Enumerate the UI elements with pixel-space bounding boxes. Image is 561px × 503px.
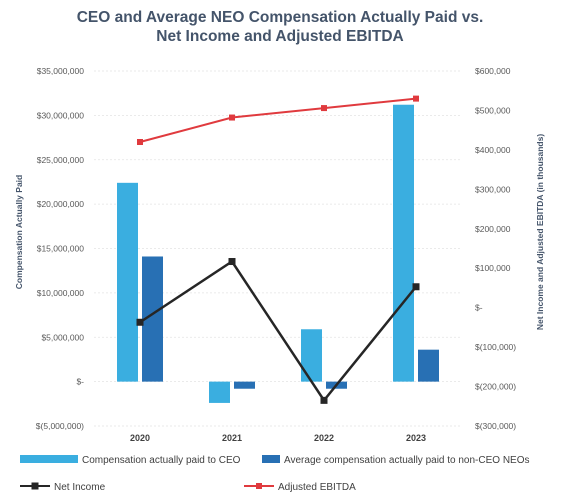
left-axis-title: Compensation Actually Paid [14,175,24,289]
bar-ceo [393,104,414,382]
marker-adjusted-ebitda [413,95,419,102]
legend-swatch-neo [262,455,280,463]
left-tick-label: $35,000,000 [37,66,85,76]
legend-label-ebitda: Adjusted EBITDA [278,482,356,493]
left-tick-label: $25,000,000 [37,155,85,165]
bar-ceo [117,182,138,382]
left-tick-label: $(5,000,000) [36,421,84,431]
x-tick-label: 2022 [314,433,334,443]
left-tick-label: $20,000,000 [37,199,85,209]
left-tick-label: $15,000,000 [37,244,85,254]
legend-label-neo: Average compensation actually paid to no… [284,455,530,466]
right-tick-label: $300,000 [475,184,511,194]
bars [117,104,439,403]
x-axis-ticks: 2020 2021 2022 2023 [130,433,426,443]
lines [136,95,420,404]
legend: Compensation actually paid to CEO Averag… [20,455,530,493]
bar-neo [234,381,255,389]
line-adjusted-ebitda [139,97,417,143]
bar-ceo [209,381,230,403]
legend-swatch-ceo [20,455,78,463]
right-tick-label: $(200,000) [475,382,516,392]
bar-ceo [301,329,322,382]
left-tick-label: $10,000,000 [37,288,85,298]
right-axis-title: Net Income and Adjusted EBITDA (in thous… [535,134,545,330]
x-tick-label: 2020 [130,433,150,443]
right-tick-label: $- [475,303,483,313]
right-tick-label: $200,000 [475,224,511,234]
marker-net-income [136,318,144,326]
marker-adjusted-ebitda [137,139,143,145]
legend-marker-net-income [31,482,39,490]
left-tick-label: $- [76,377,84,387]
chart-title-line1: CEO and Average NEO Compensation Actuall… [77,9,484,26]
legend-marker-ebitda [256,483,262,489]
left-axis-ticks: $(5,000,000) $- $5,000,000 $10,000,000 $15,0… [36,66,84,431]
marker-adjusted-ebitda [321,105,327,112]
x-tick-label: 2021 [222,433,242,443]
right-tick-label: $600,000 [475,66,511,76]
right-tick-label: $(100,000) [475,342,516,352]
bar-neo [418,349,439,382]
marker-net-income [320,396,328,404]
line-net-income [139,259,417,403]
chart-title-line2: Net Income and Adjusted EBITDA [156,28,403,45]
legend-label-net-income: Net Income [54,482,106,493]
bar-neo [142,256,163,382]
right-tick-label: $100,000 [475,263,511,273]
x-tick-label: 2023 [406,433,426,443]
marker-net-income [412,283,420,291]
left-tick-label: $30,000,000 [37,110,85,120]
right-tick-label: $(300,000) [475,421,516,431]
marker-adjusted-ebitda [229,114,235,121]
right-tick-label: $500,000 [475,105,511,115]
right-tick-label: $400,000 [475,145,511,155]
marker-net-income [228,258,236,266]
right-axis-ticks: $(300,000) $(200,000) $(100,000) $- $100,000… [475,66,516,431]
left-tick-label: $5,000,000 [41,332,84,342]
legend-label-ceo: Compensation actually paid to CEO [82,455,241,466]
